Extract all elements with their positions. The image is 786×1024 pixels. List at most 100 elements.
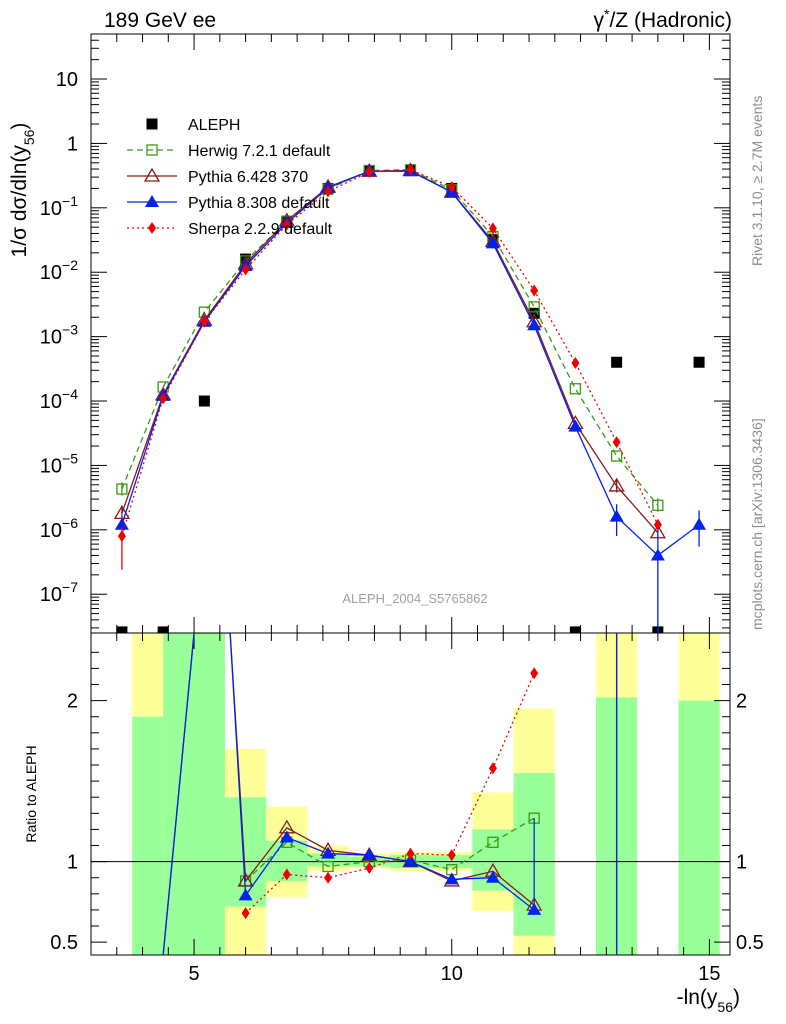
data-point	[365, 165, 374, 178]
labels: 189 GeV ee γ*/Z (Hadronic) ALEPH_2004_S5…	[104, 6, 765, 630]
y-tick-exp: −6	[62, 515, 78, 531]
x-label-close: )	[733, 986, 740, 1009]
y-tick-base: 10	[40, 198, 62, 220]
data-point	[571, 356, 580, 369]
data-point	[485, 870, 500, 883]
legend-marker	[146, 144, 158, 156]
series-line-sherpa-2-2-9-default	[245, 672, 535, 914]
x-axis-label: -ln(y56)	[677, 986, 740, 1015]
data-point	[611, 356, 623, 368]
series-line-herwig-7-2-1-default	[245, 817, 535, 882]
rivet-label: Rivet 3.1.10, ≥ 2.7M events	[749, 96, 765, 266]
y-tick-exp: −4	[62, 386, 78, 402]
data-point	[444, 872, 459, 885]
y-tick-exp: −1	[62, 193, 78, 209]
data-point	[652, 499, 664, 511]
legend-marker	[143, 167, 161, 182]
data-point	[406, 163, 415, 176]
data-point	[530, 284, 539, 297]
x-tick-label: 15	[698, 963, 720, 985]
x-label-sub: 56	[717, 999, 733, 1015]
y-tick-exp: −7	[62, 579, 78, 595]
data-point	[609, 509, 624, 522]
y-tick-exp: −2	[62, 257, 78, 273]
y-tick-label: 10−2	[40, 257, 78, 284]
data-point	[527, 318, 542, 331]
data-point	[324, 871, 333, 884]
y-tick-base: 10	[40, 520, 62, 542]
data-point	[608, 477, 625, 492]
data-point	[447, 849, 456, 862]
data-point	[365, 862, 374, 875]
data-point	[200, 315, 209, 328]
y-label-text: 1/σ dσ/dln(y	[8, 145, 31, 258]
main-panel-series	[113, 162, 707, 633]
band-stat	[307, 853, 349, 867]
y-tick-base: 10	[40, 455, 62, 477]
x-tick-label: 5	[189, 963, 200, 985]
legend-label: Pythia 8.308 default	[188, 195, 330, 212]
data-point	[447, 181, 456, 194]
y-tick-label: 10−5	[40, 450, 78, 477]
data-point	[362, 848, 377, 861]
ratio-y-tick-label-right: 2	[736, 691, 747, 713]
data-point	[528, 307, 540, 319]
data-point	[238, 888, 253, 901]
ratio-uncertainty-bands	[132, 633, 720, 955]
y-tick-base: 10	[40, 262, 62, 284]
data-point	[530, 667, 539, 680]
frame-and-ticks: 5 10 15-ln(y56)10−710−610−510−410−310−210−…	[8, 33, 764, 1015]
legend: ALEPH Herwig 7.2.1 default Pythia 6.428 37…	[127, 117, 333, 238]
y-tick-label: 10−6	[40, 515, 78, 542]
data-point	[116, 483, 128, 495]
band-stat	[132, 716, 164, 955]
data-point	[488, 222, 497, 235]
left-title: 189 GeV ee	[104, 9, 216, 32]
data-point	[568, 419, 583, 432]
ratio-y-tick-label: 1	[67, 852, 78, 874]
ratio-y-tick-label-right: 0.5	[736, 932, 764, 954]
series-line-sherpa-2-2-9-default	[121, 169, 659, 537]
data-point	[322, 860, 334, 873]
main-frame	[90, 33, 731, 634]
data-point	[117, 530, 126, 543]
ratio-panel-series	[162, 633, 618, 955]
y-tick-base: 10	[40, 391, 62, 413]
data-point	[198, 395, 210, 407]
data-point	[487, 836, 499, 848]
ratio-y-tick-label: 2	[67, 691, 78, 713]
y-tick-label: 10−3	[40, 322, 78, 349]
legend-label: Sherpa 2.2.9 default	[188, 221, 333, 238]
data-point	[612, 436, 621, 449]
analysis-watermark: ALEPH_2004_S5765862	[342, 591, 487, 606]
data-point	[485, 236, 500, 249]
data-point	[282, 868, 291, 881]
y-tick-label: 10	[56, 69, 78, 91]
ratio-frame	[90, 632, 731, 956]
data-point	[282, 218, 291, 231]
data-point	[650, 548, 665, 561]
x-tick-label: 10	[441, 963, 463, 985]
y-tick-exp: −3	[62, 322, 78, 338]
legend-marker	[145, 195, 159, 207]
series-line-herwig-7-2-1-default	[121, 169, 659, 506]
data-point	[692, 517, 707, 530]
y-tick-label: 10−1	[40, 193, 78, 220]
data-point	[403, 854, 418, 867]
legend-label: ALEPH	[188, 117, 240, 134]
y-tick-base: 10	[40, 327, 62, 349]
band-stat	[163, 633, 225, 955]
right-title: γ*/Z (Hadronic)	[594, 6, 732, 32]
data-point	[610, 450, 623, 462]
legend-marker	[148, 222, 156, 234]
y-tick-label: 10−7	[40, 579, 78, 606]
ratio-y-axis-label: Ratio to ALEPH	[23, 745, 39, 842]
y-tick-base: 10	[40, 584, 62, 606]
data-point	[569, 626, 581, 633]
y-tick-label: 1	[67, 133, 78, 155]
data-point	[279, 830, 294, 843]
legend-label: Pythia 6.428 370	[188, 169, 308, 186]
data-point	[321, 846, 336, 859]
legend-label: Herwig 7.2.1 default	[188, 143, 331, 160]
